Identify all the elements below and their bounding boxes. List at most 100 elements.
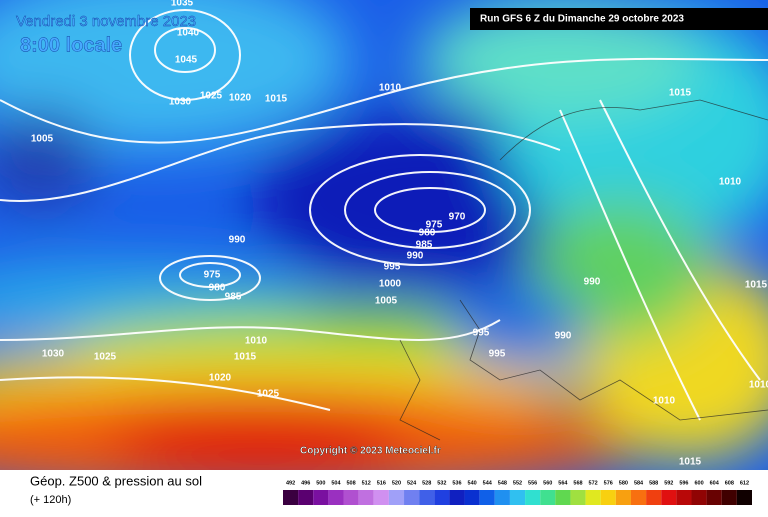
forecast-date: Vendredi 3 novembre 2023 <box>16 13 196 30</box>
isobar-label: 995 <box>384 262 401 273</box>
legend-label: 508 <box>346 480 355 486</box>
legend-label: 596 <box>679 480 688 486</box>
legend-swatch <box>373 490 389 505</box>
legend-swatch <box>464 490 480 505</box>
isobar-label: 990 <box>584 277 601 288</box>
isobar-label: 1010 <box>245 336 268 347</box>
legend-label: 604 <box>710 480 720 486</box>
legend-swatch <box>525 490 541 505</box>
isobar-label: 1015 <box>679 457 702 468</box>
run-info: Run GFS 6 Z du Dimanche 29 octobre 2023 <box>480 14 684 25</box>
legend-swatch <box>298 490 314 505</box>
isobar-label: 1020 <box>209 373 232 384</box>
legend-label: 516 <box>377 480 386 486</box>
isobar-label: 985 <box>225 292 242 303</box>
legend-swatch <box>721 490 737 505</box>
legend-swatch <box>661 490 677 505</box>
legend-label: 520 <box>392 480 401 486</box>
legend-label: 544 <box>483 480 493 486</box>
isobar-label: 1010 <box>749 380 768 391</box>
footer-title: Géop. Z500 & pression au sol <box>30 473 202 488</box>
legend-label: 528 <box>422 480 431 486</box>
isobar-label: 1035 <box>171 0 194 9</box>
legend-swatch <box>615 490 631 505</box>
isobar-label: 970 <box>449 212 466 223</box>
legend-label: 572 <box>589 480 598 486</box>
legend-swatch <box>676 490 692 505</box>
legend-swatch <box>434 490 450 505</box>
isobar-label: 1025 <box>94 352 117 363</box>
isobar-label: 1045 <box>175 55 198 66</box>
legend-swatch <box>494 490 510 505</box>
legend-swatch <box>404 490 420 505</box>
map-field <box>0 0 768 470</box>
isobar-label: 1030 <box>42 349 65 360</box>
legend-label: 492 <box>286 480 295 486</box>
copyright: Copyright © 2023 Meteociel.fr <box>300 446 441 457</box>
legend-label: 584 <box>634 480 644 486</box>
isobar-label: 1005 <box>31 134 54 145</box>
legend-swatch <box>419 490 435 505</box>
legend-swatch <box>388 490 405 505</box>
legend-label: 556 <box>528 480 537 486</box>
isobar-label: 1030 <box>169 97 192 108</box>
isobar-label: 990 <box>229 235 246 246</box>
legend-label: 568 <box>573 480 582 486</box>
legend-swatch <box>585 490 601 505</box>
legend-label: 496 <box>301 480 310 486</box>
isobar-label: 975 <box>426 220 443 231</box>
isobar-label: 975 <box>204 270 221 281</box>
legend-label: 612 <box>740 480 749 486</box>
legend-swatch <box>283 490 299 505</box>
isobar-label: 995 <box>473 328 490 339</box>
legend-swatch <box>630 490 647 505</box>
legend-label: 588 <box>649 480 658 486</box>
legend-swatch <box>646 490 662 505</box>
legend-swatch <box>706 490 722 505</box>
legend-label: 532 <box>437 480 446 486</box>
run-box <box>470 8 768 30</box>
legend-swatch <box>328 490 344 505</box>
isobar-label: 980 <box>419 228 436 239</box>
lead-time: (+ 120h) <box>30 494 71 506</box>
legend-label: 524 <box>407 480 417 486</box>
isobar-label: 990 <box>407 251 424 262</box>
isobar-label: 1010 <box>719 177 742 188</box>
isobar-label: 990 <box>555 331 572 342</box>
isobar-label: 1000 <box>379 279 402 290</box>
legend-swatch <box>479 490 495 505</box>
legend-swatch <box>313 490 329 505</box>
isobar-label: 985 <box>416 240 433 251</box>
legend-swatch <box>691 490 707 505</box>
isobar-label: 1020 <box>229 93 252 104</box>
isobar-label: 1015 <box>265 94 288 105</box>
legend-label: 576 <box>604 480 613 486</box>
legend-swatch <box>570 490 586 505</box>
legend-swatch <box>449 490 465 505</box>
isobar-label: 1025 <box>257 389 280 400</box>
legend-label: 560 <box>543 480 552 486</box>
legend-swatch <box>600 490 616 505</box>
legend-label: 600 <box>694 480 703 486</box>
local-time: 8:00 locale <box>20 34 122 56</box>
legend: 492 496 500 504 508 512 516 520 524 528 532 536 540 5… <box>283 480 752 505</box>
legend-swatch <box>343 490 359 505</box>
isobar-label: 1025 <box>200 91 223 102</box>
isobar-label: 1015 <box>669 88 692 99</box>
legend-label: 536 <box>452 480 461 486</box>
legend-label: 500 <box>316 480 325 486</box>
legend-swatch <box>555 490 571 505</box>
isobar-label: 1010 <box>379 83 402 94</box>
legend-swatch <box>509 490 526 505</box>
isobar-label: 1015 <box>745 280 768 291</box>
legend-label: 540 <box>468 480 477 486</box>
legend-label: 504 <box>331 480 341 486</box>
legend-swatch <box>540 490 556 505</box>
legend-label: 548 <box>498 480 507 486</box>
legend-label: 512 <box>362 480 371 486</box>
legend-label: 552 <box>513 480 522 486</box>
isobar-label: 1015 <box>234 352 257 363</box>
legend-label: 592 <box>664 480 673 486</box>
